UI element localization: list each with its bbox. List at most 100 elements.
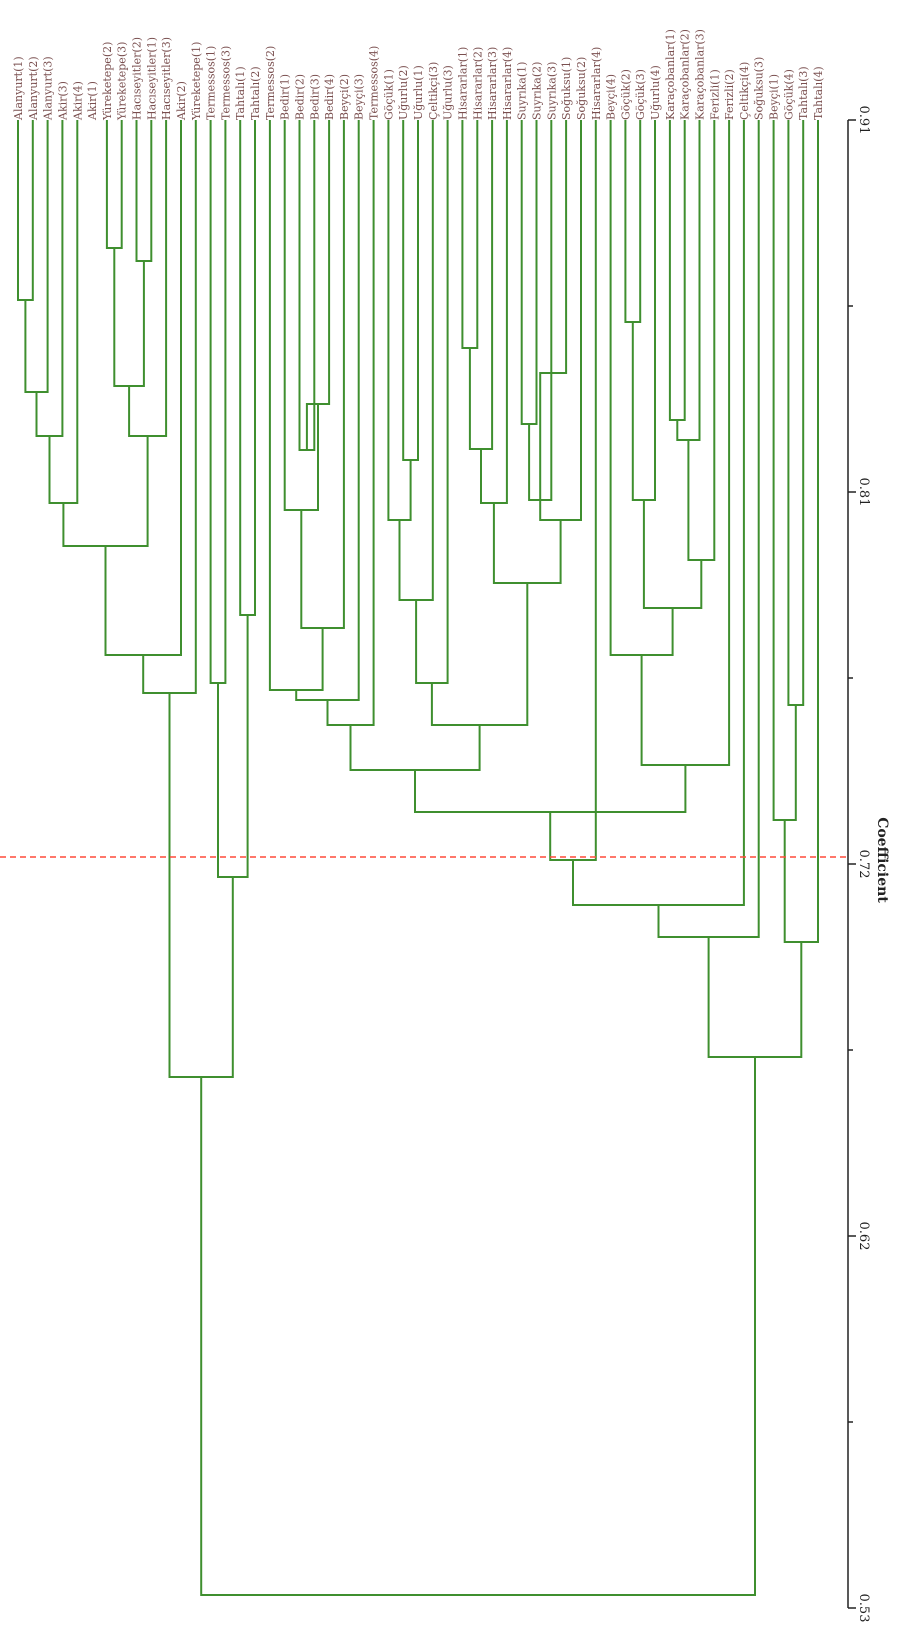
leaf-label: Beyçi(3) [353,74,366,120]
leaf-label: Akir(2) [175,81,188,121]
leaf-label: Bedir(3) [308,74,321,120]
dendrogram-branch [539,120,582,521]
leaf-label: Ferizli(1) [708,69,721,120]
leaf-label: Suyrıka(3) [545,62,558,120]
leaf-label: Ferizli(2) [723,69,736,120]
leaf-label: Hisararlar(4) [501,47,514,120]
dendrogram-branch [128,120,168,437]
leaf-label: Uğurlu(3) [442,65,455,120]
leaf-label: Hisararlar(2) [471,47,484,120]
dendrogram-branch [135,120,153,262]
leaf-label: Yüreketepe(3) [116,42,129,121]
dendrogram-branch [707,937,803,1058]
leaf-label: Termessos(1) [205,46,218,120]
axis-title: Coefficient [874,817,890,903]
axis-tick-label: 0.81 [856,478,871,507]
leaf-label: Beyçi(1) [768,74,781,120]
dendrogram-branch [62,436,149,547]
dendrogram-branch [24,120,49,393]
dendrogram-branch [209,120,227,684]
axis-tick-label: 0.53 [856,1594,871,1623]
leaf-label: Uğurlu(4) [649,65,662,120]
dendrogram-branch [687,120,716,561]
leaf-label: Alanyurt(1) [12,56,25,121]
leaf-label: Hisararlar(1) [456,47,469,120]
leaf-label: Termessos(2) [264,46,277,120]
dendrogram-branch [676,120,701,441]
leaf-label: Termessos(4) [368,46,381,120]
leaf-label: Bedir(1) [279,74,292,120]
dendrogram-branches [17,120,819,1596]
dendrogram-branch [398,120,434,601]
leaf-label: Çeltikçi(3) [427,62,440,120]
dendrogram-branch [492,503,562,584]
dendrogram-branch [642,500,703,609]
dendrogram-branch [631,120,656,501]
dendrogram-branch [549,120,597,861]
axis-tick-label: 0.91 [856,106,871,135]
leaf-label: Suyrıka(2) [531,62,544,120]
leaf-label: Göçük(2) [619,69,632,120]
leaf-label: Hacıseyitler(1) [145,37,158,120]
leaf-label: Akir(3) [56,81,69,121]
coefficient-axis-ticks: 0.91 0.81 0.72 0.62 0.53 [848,106,871,1623]
leaf-label: Soğuksu(3) [753,57,766,120]
dendrogram-branch [17,120,34,301]
dendrogram-branch [539,120,568,500]
dendrogram-branch [480,120,508,504]
dendrogram-branch [783,120,819,943]
leaf-label: Yüreketepe(1) [190,42,203,121]
leaf-label: Termessos(3) [219,46,232,120]
leaf-label: Akir(4) [71,81,84,121]
leaf-label: Hisararlar(4) [590,47,603,120]
leaf-label: Soğuksu(2) [575,57,588,120]
leaf-label: Uğurlu(1) [412,65,425,120]
dendrogram-branch [624,120,642,323]
leaf-label: Alanyurt(2) [27,56,40,121]
leaf-label: Göçük(4) [782,69,795,120]
leaf-label: Bedir(4) [323,74,336,120]
dendrogram-branch [105,120,123,249]
leaf-label: Bedir(2) [294,74,307,120]
dendrogram-branch [402,120,419,461]
dendrogram-branch [300,120,345,629]
leaf-label: Karaçobanlar(1) [664,29,677,120]
dendrogram-branch [200,1057,756,1596]
dendrogram-branch [104,120,182,656]
dendrogram-branch [239,120,256,616]
leaf-label: Karaçobanlar(3) [694,29,707,120]
dendrogram-branch [572,120,745,906]
leaf-label: Tahtalı(4) [812,66,825,120]
leaf-label: Tahtalı(1) [234,66,247,120]
dendrogram-branch [326,120,375,726]
dendrogram-branch [468,120,494,450]
dendrogram-branch [295,120,360,701]
leaf-label: Soğuksu(1) [560,57,573,120]
leaf-label: Uğurlu(2) [397,65,410,120]
leaf-label: Hacıseyitler(2) [131,37,144,120]
leaf-label: Alanyurt(3) [42,56,55,121]
dendrogram-branch [283,120,319,511]
dendrogram-branch [414,765,687,813]
leaf-label: Tahtalı(3) [797,66,810,120]
leaf-label: Yüreketepe(2) [101,42,114,121]
dendrogram-branch [305,120,331,450]
leaf-label: Göçük(1) [382,69,395,120]
dendrogram-branch [349,725,481,771]
leaf-label: Hacıseyitler(3) [160,37,173,120]
dendrogram-branch [168,693,234,1078]
dendrogram-branch [35,120,64,437]
leaf-labels: Alanyurt(1) Alanyurt(2) Alanyurt(3) Akir(3)… [12,29,825,121]
dendrogram-branch [772,120,797,821]
dendrogram-branch [461,120,479,349]
leaf-label: Akir(1) [86,81,99,121]
leaf-label: Göçük(3) [634,69,647,120]
leaf-label: Tahtalı(2) [249,66,262,120]
dendrogram-branch [520,120,538,425]
axis-tick-label: 0.62 [856,1222,871,1251]
leaf-label: Karaçobanlar(2) [679,29,692,120]
leaf-label: Beyçi(2) [338,74,351,120]
leaf-label: Suyrıka(1) [516,62,529,120]
leaf-label: Hisararlar(3) [486,47,499,120]
